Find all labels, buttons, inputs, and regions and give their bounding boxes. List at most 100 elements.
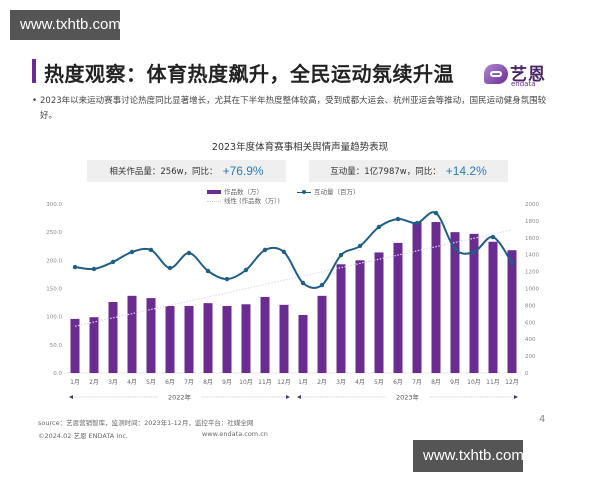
legend-bars: 作品数（万） [207,186,263,196]
x-tick: 5月 [146,379,156,386]
x-tick: 3月 [108,379,118,386]
footer-source: source：艺恩营销智库，监测时间：2023年1-12月，监控平台：社媒全网 [38,419,254,427]
line-point [186,250,192,256]
y-right-tick: 1800 [525,219,539,225]
year-label: 2023年 [396,393,420,402]
page-number: 4 [539,414,546,425]
bar [431,222,441,373]
bar [507,250,517,373]
bar [488,241,498,373]
y-left-tick: 150.0 [46,287,62,293]
logo-cn-text: 艺恩 [510,65,546,85]
y-left-tick: 50.0 [50,343,63,349]
legend-line-label: 互动量（百万） [314,188,360,196]
x-tick: 9月 [222,379,232,386]
legend-line-swatch [297,189,311,194]
x-tick: 1月 [70,379,80,386]
bar [393,242,403,373]
bar [279,304,289,373]
line-point [357,243,363,249]
line-point [205,268,211,274]
year-label: 2022年 [168,393,192,402]
x-tick: 5月 [374,379,384,386]
x-tick: 11月 [258,379,272,386]
legend-trend-label: 线性 (作品数（万）) [224,197,280,205]
kpi-works-volume: 相关作品量：256w，同比： +76.9% [87,160,286,182]
x-tick: 3月 [336,379,346,386]
bar [146,298,156,373]
title-accent-bar [32,59,36,83]
x-tick: 10月 [467,379,481,386]
bar [108,302,118,373]
summary-bullet: • 2023年以来运动赛事讨论热度同比显著增长，尤其在下半年热度整体较高，受到成… [32,94,550,124]
kpi-works-label: 相关作品量：256w，同比： [109,167,218,177]
x-tick: 2月 [317,379,327,386]
trendline [74,229,513,327]
kpi-interactions-label: 互动量：1亿7987w，同比： [330,167,441,177]
kpi-interactions-value: +14.2% [445,164,487,178]
y-left-tick: 100.0 [46,315,62,321]
x-tick: 12月 [505,379,519,386]
line-point [300,280,306,286]
logo-en-text: endata [511,80,536,88]
x-tick: 8月 [203,379,213,386]
arrow-right-icon [514,395,518,399]
y-left-tick: 250.0 [46,230,62,236]
bar [184,305,194,373]
bar [412,222,422,373]
x-tick: 6月 [393,379,403,386]
bar [355,260,365,373]
x-tick: 10月 [239,379,253,386]
page-title: 热度观察：体育热度飙升，全民运动氛续升温 [44,62,454,86]
bar [165,305,175,373]
summary-text: 2023年以来运动赛事讨论热度同比显著增长，尤其在下半年热度整体较高，受到成都大… [40,96,547,121]
x-tick: 6月 [165,379,175,386]
line-point [148,247,154,253]
bar [336,264,346,373]
arrow-left-icon [69,395,73,399]
x-tick: 9月 [450,379,460,386]
line-point [338,252,344,258]
watermark-top: www.txhtb.com [10,10,121,40]
line-point [281,249,287,255]
line-point [72,264,78,270]
x-tick: 7月 [184,379,194,386]
x-tick: 1月 [298,379,308,386]
y-right-tick: 0 [525,371,529,377]
x-tick: 4月 [127,379,137,386]
y-left-tick: 0.0 [53,371,62,377]
line-point [110,259,116,265]
y-right-tick: 1400 [525,253,539,259]
interaction-line [74,211,513,289]
legend-bars-label: 作品数（万） [224,188,263,196]
y-right-tick: 1200 [525,270,539,276]
line-point [129,249,135,255]
y-right-tick: 1600 [525,236,539,242]
x-tick: 11月 [486,379,500,386]
line-point [243,267,249,273]
chart-title: 2023年度体育赛事相关舆情声量趋势表现 [211,142,389,153]
kpi-interactions: 互动量：1亿7987w，同比： +14.2% [309,160,508,182]
bullet-dot-icon: • [32,96,38,106]
legend-line: 互动量（百万） [297,186,360,196]
y-right-tick: 1000 [525,287,539,293]
footer-copyright: ©2024.02 艺恩 ENDATA Inc. [38,432,128,440]
bar [222,305,232,373]
arrow-left-icon [297,395,301,399]
bar [70,318,80,373]
x-tick: 7月 [412,379,422,386]
watermark-bottom: www.txhtb.com [413,440,524,472]
endata-logo: 艺恩 endata [484,60,564,88]
y-right-tick: 200 [525,354,536,360]
line-point [262,247,268,253]
line-point [433,210,439,216]
endata-logo-icon [484,64,508,84]
bar [317,295,327,373]
line-point [452,246,458,252]
bar [260,296,270,373]
y-left-tick: 300.0 [46,202,62,208]
bar [241,304,251,373]
line-point [224,276,230,282]
footer-website: www.endata.com.cn [202,430,268,438]
